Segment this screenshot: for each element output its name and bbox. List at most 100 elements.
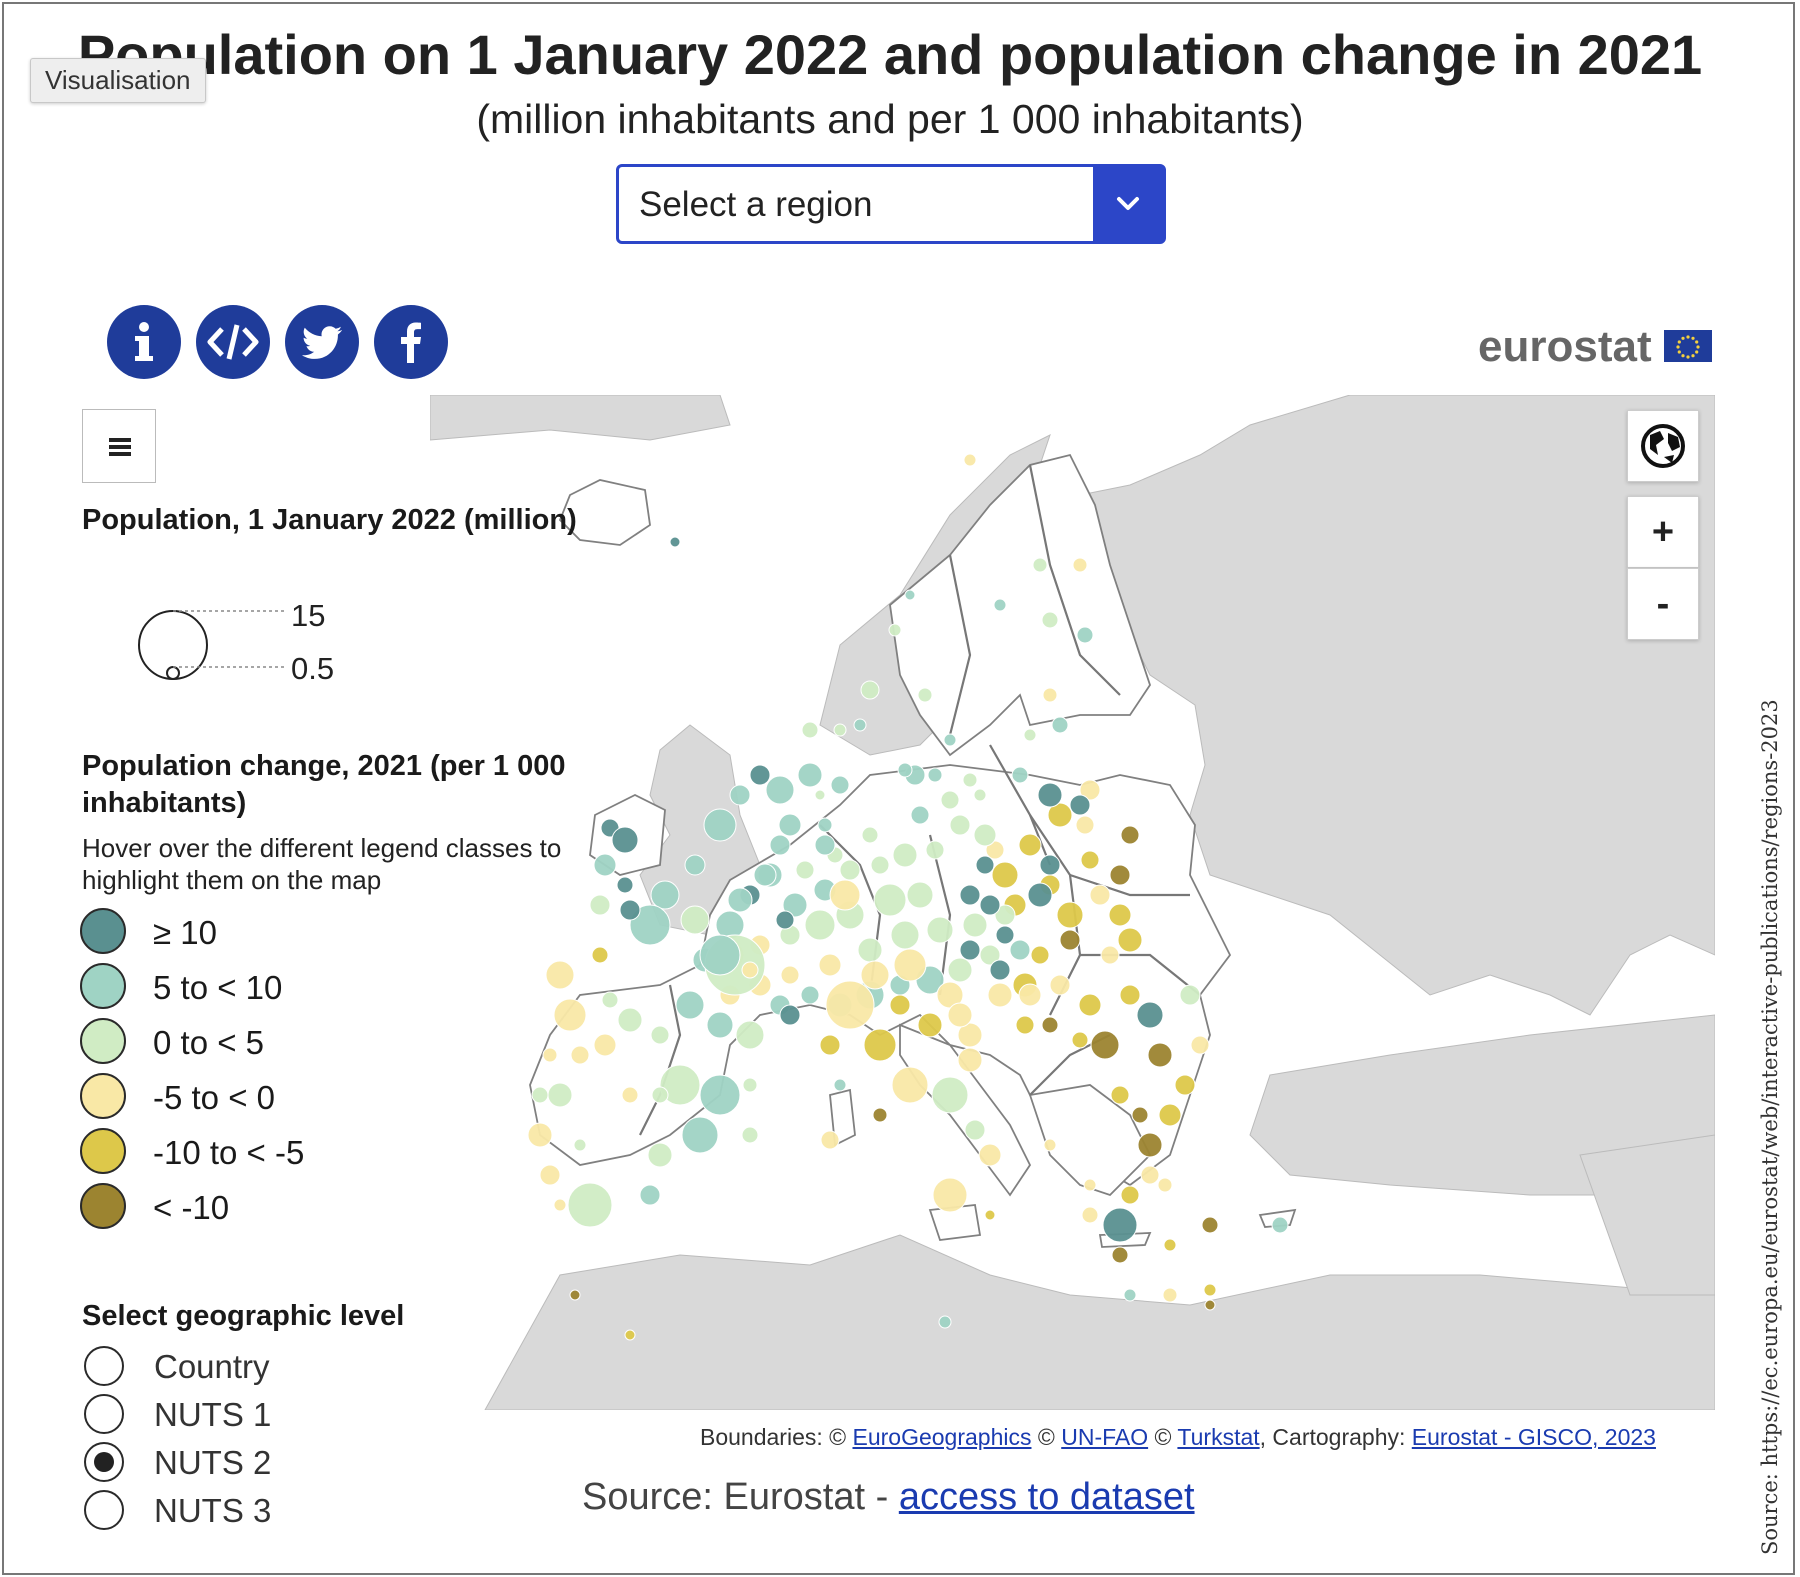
region-bubble[interactable]	[833, 723, 847, 737]
region-bubble[interactable]	[699, 1074, 741, 1116]
region-bubble[interactable]	[890, 920, 920, 950]
region-bubble[interactable]	[639, 1184, 661, 1206]
region-bubble[interactable]	[853, 718, 867, 732]
region-bubble[interactable]	[780, 965, 800, 985]
region-bubble[interactable]	[1072, 557, 1088, 573]
region-bubble[interactable]	[539, 1164, 561, 1186]
region-bubble[interactable]	[1076, 626, 1094, 644]
region-bubble[interactable]	[1136, 1001, 1164, 1029]
region-bubble[interactable]	[797, 762, 823, 788]
region-bubble[interactable]	[1015, 1015, 1035, 1035]
region-bubble[interactable]	[926, 916, 954, 944]
region-bubble[interactable]	[931, 1076, 969, 1114]
region-bubble[interactable]	[681, 1116, 719, 1154]
region-bubble[interactable]	[1075, 815, 1095, 835]
un-fao-link[interactable]: UN-FAO	[1061, 1424, 1149, 1450]
region-bubble[interactable]	[959, 939, 981, 961]
region-bubble[interactable]	[1089, 884, 1111, 906]
region-bubble[interactable]	[650, 1025, 670, 1045]
region-bubble[interactable]	[1190, 1035, 1210, 1055]
region-bubble[interactable]	[553, 998, 587, 1032]
region-bubble[interactable]	[985, 840, 1005, 860]
region-bubble[interactable]	[860, 680, 880, 700]
globe-view-button[interactable]	[1627, 410, 1699, 482]
region-bubble[interactable]	[742, 1077, 758, 1093]
region-bubble[interactable]	[993, 598, 1007, 612]
region-bubble[interactable]	[947, 957, 973, 983]
region-bubble[interactable]	[1079, 779, 1101, 801]
region-bubble[interactable]	[979, 944, 1001, 966]
region-bubble[interactable]	[839, 859, 861, 881]
region-bubble[interactable]	[1163, 1238, 1177, 1252]
chart-menu-button[interactable]	[82, 409, 156, 483]
region-bubble[interactable]	[651, 1086, 669, 1104]
region-bubble[interactable]	[703, 808, 737, 842]
region-bubble[interactable]	[1123, 1288, 1137, 1302]
region-bubble[interactable]	[650, 880, 680, 910]
region-bubble[interactable]	[1109, 864, 1131, 886]
region-bubble[interactable]	[727, 887, 753, 913]
region-bubble[interactable]	[978, 1143, 1002, 1167]
region-bubble[interactable]	[906, 881, 934, 909]
region-bubble[interactable]	[872, 1107, 888, 1123]
region-bubble[interactable]	[938, 1315, 952, 1329]
region-bubble[interactable]	[888, 623, 902, 637]
region-bubble[interactable]	[1037, 782, 1063, 808]
region-bubble[interactable]	[1056, 901, 1084, 929]
region-bubble[interactable]	[699, 934, 741, 976]
region-bubble[interactable]	[601, 991, 619, 1009]
region-bubble[interactable]	[1140, 1165, 1160, 1185]
region-bubble[interactable]	[1018, 983, 1042, 1007]
region-bubble[interactable]	[569, 1289, 581, 1301]
region-bubble[interactable]	[1049, 974, 1071, 996]
region-bubble[interactable]	[973, 823, 997, 847]
region-bubble[interactable]	[917, 687, 933, 703]
region-bubble[interactable]	[863, 1028, 897, 1062]
zoom-out-button[interactable]: -	[1627, 568, 1699, 640]
region-bubble[interactable]	[857, 937, 883, 963]
region-bubble[interactable]	[932, 1177, 968, 1213]
region-bubble[interactable]	[624, 1329, 636, 1341]
region-bubble[interactable]	[1131, 1106, 1149, 1124]
region-bubble[interactable]	[647, 1142, 673, 1168]
region-bubble[interactable]	[819, 1034, 841, 1056]
region-bubble[interactable]	[1108, 903, 1132, 927]
region-bubble[interactable]	[963, 453, 977, 467]
region-bubble[interactable]	[1271, 1216, 1289, 1234]
region-bubble[interactable]	[1102, 1207, 1138, 1243]
region-bubble[interactable]	[775, 910, 795, 930]
region-bubble[interactable]	[531, 1086, 549, 1104]
region-bubble[interactable]	[1147, 1042, 1173, 1068]
region-bubble[interactable]	[1011, 766, 1029, 784]
region-bubble[interactable]	[629, 904, 671, 946]
region-bubble[interactable]	[800, 985, 820, 1005]
region-bubble[interactable]	[1120, 1185, 1140, 1205]
region-bubble[interactable]	[943, 733, 957, 747]
region-bubble[interactable]	[1137, 1132, 1163, 1158]
region-bubble[interactable]	[1030, 945, 1050, 965]
region-bubble[interactable]	[593, 1033, 617, 1057]
region-bubble[interactable]	[619, 899, 641, 921]
region-bubble[interactable]	[527, 1122, 553, 1148]
region-bubble[interactable]	[1009, 939, 1031, 961]
region-bubble[interactable]	[1027, 882, 1053, 908]
region-bubble[interactable]	[1069, 794, 1091, 816]
region-bubble[interactable]	[573, 1138, 587, 1152]
radio-button-selected[interactable]	[84, 1442, 124, 1482]
region-bubble[interactable]	[729, 784, 751, 806]
region-bubble[interactable]	[860, 960, 890, 990]
region-bubble[interactable]	[1071, 1031, 1089, 1049]
region-bubble[interactable]	[1174, 1074, 1196, 1096]
region-bubble[interactable]	[1059, 929, 1081, 951]
region-bubble[interactable]	[833, 1078, 847, 1092]
region-bubble[interactable]	[591, 946, 609, 964]
region-bubble[interactable]	[782, 892, 808, 918]
region-bubble[interactable]	[779, 1004, 801, 1026]
region-bubble[interactable]	[1110, 1085, 1130, 1105]
region-bubble[interactable]	[904, 589, 916, 601]
region-bubble[interactable]	[989, 959, 1011, 981]
region-bubble[interactable]	[547, 1082, 573, 1108]
region-bubble[interactable]	[617, 1007, 643, 1033]
region-bubble[interactable]	[979, 894, 1001, 916]
region-bubble[interactable]	[741, 961, 759, 979]
